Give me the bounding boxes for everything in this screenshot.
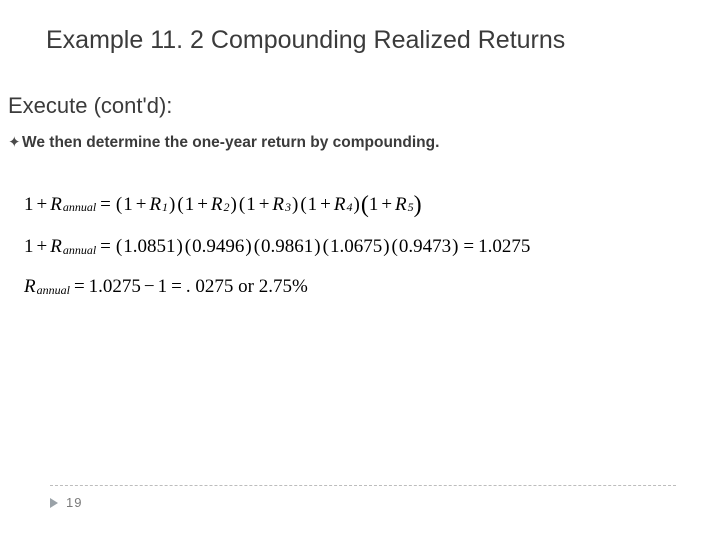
bullet-icon: ✦ [8,133,22,153]
equation-result: Rannual = 1.0275−1 =. 0275 or 2.75% [24,276,710,298]
equation-values: 1+Rannual = (1.0851)(0.9496)(0.9861)(1.0… [24,236,710,258]
equations-block: 1+Rannual = (1+R1)(1+R2)(1+R3)(1+R4)(1+R… [0,153,720,298]
equation-general: 1+Rannual = (1+R1)(1+R2)(1+R3)(1+R4)(1+R… [24,191,710,218]
section-header: Execute (cont'd): [0,55,720,119]
page-number: 19 [66,495,82,510]
slide-title: Example 11. 2 Compounding Realized Retur… [0,0,720,55]
page-marker: 19 [50,495,82,510]
footer-divider [50,485,676,486]
bullet-text: We then determine the one-year return by… [22,133,439,153]
bullet-item: ✦ We then determine the one-year return … [0,119,720,153]
pager-triangle-icon [50,498,58,508]
